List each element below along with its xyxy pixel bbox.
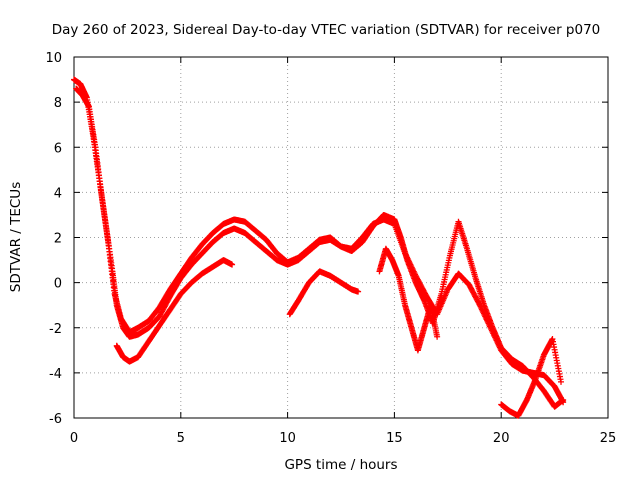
y-tick-label: 2: [54, 232, 62, 247]
x-tick-label: 10: [279, 431, 296, 446]
x-tick-label: 0: [70, 431, 78, 446]
y-tick-label: 6: [54, 141, 62, 156]
data-point: [558, 378, 565, 385]
y-tick-label: 0: [54, 277, 62, 292]
series-arc-6: [498, 336, 565, 419]
series-arc-2: [73, 85, 567, 410]
data-point: [229, 261, 236, 268]
x-tick-label: 25: [600, 431, 617, 446]
x-tick-label: 5: [177, 431, 185, 446]
chart-title: Day 260 of 2023, Sidereal Day-to-day VTE…: [52, 22, 601, 38]
x-tick-label: 20: [493, 431, 510, 446]
x-axis-label: GPS time / hours: [284, 457, 397, 473]
y-tick-label: 8: [54, 96, 62, 111]
x-tick-label: 15: [386, 431, 403, 446]
y-axis-label: SDTVAR / TECUs: [8, 182, 24, 292]
series-arc-3: [113, 257, 236, 365]
data-point: [434, 333, 441, 340]
grid: [74, 57, 608, 418]
y-tick-label: -6: [49, 412, 62, 427]
axis-ticks: 0 5 10 15 20 25 -6 -4 -2 0 2 4 6 8 10: [45, 51, 616, 446]
data-point: [355, 288, 362, 295]
series-arc-4: [286, 268, 362, 318]
data-point: [560, 396, 567, 403]
y-tick-label: -4: [49, 367, 62, 382]
series-arc-5: [376, 245, 441, 354]
y-tick-label: 4: [54, 186, 62, 201]
y-tick-label: -2: [49, 322, 62, 337]
data-points: [71, 76, 567, 419]
y-tick-label: 10: [45, 51, 62, 66]
